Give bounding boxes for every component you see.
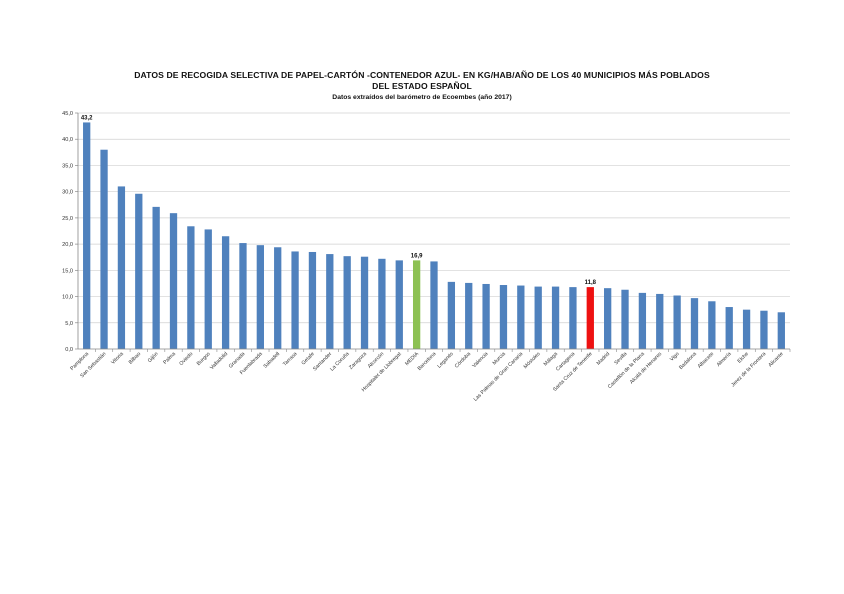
bar-media bbox=[412, 260, 421, 349]
x-tick-label: Valencia bbox=[471, 351, 489, 369]
bar-leganés bbox=[447, 281, 456, 349]
bar-jerez-de-la-frontera bbox=[760, 310, 768, 349]
bar-oviedo bbox=[187, 226, 195, 349]
y-tick-label: 30,0 bbox=[62, 190, 73, 196]
bar-tarrasa bbox=[291, 251, 299, 349]
x-tick-label: Leganés bbox=[436, 351, 455, 370]
bar-gijón bbox=[152, 206, 160, 349]
bar-getafe bbox=[308, 251, 317, 349]
bar-badalona bbox=[690, 298, 699, 349]
bar-san-sebastián bbox=[100, 149, 108, 349]
x-tick-label: Jerez de la Frontera bbox=[730, 351, 767, 388]
bar-murcia bbox=[499, 285, 508, 349]
bar-alicante bbox=[777, 312, 785, 349]
x-tick-label: Sabadell bbox=[263, 351, 282, 370]
x-tick-label: Getafe bbox=[301, 351, 316, 366]
x-tick-label: Zaragoza bbox=[348, 351, 368, 371]
bar-las-palmas-de-gran-canaria bbox=[517, 285, 525, 349]
x-tick-label: Málaga bbox=[543, 351, 559, 367]
bar-cartagena bbox=[569, 287, 577, 349]
x-tick-label: Sevilla bbox=[613, 351, 628, 366]
x-tick-label: Alcalá de Henares bbox=[629, 351, 664, 386]
bar-madrid bbox=[604, 288, 612, 349]
data-label: 16,9 bbox=[411, 253, 423, 259]
x-tick-label: Barcelona bbox=[417, 351, 438, 372]
x-tick-label: Burgos bbox=[196, 351, 212, 367]
y-tick-label: 45,0 bbox=[62, 111, 73, 117]
data-label: 11,8 bbox=[585, 280, 597, 286]
x-tick-label: Vigo bbox=[669, 351, 681, 363]
y-tick-label: 5,0 bbox=[65, 321, 73, 327]
x-tick-label: Madrid bbox=[596, 351, 612, 367]
bar-alcorcón bbox=[378, 258, 386, 349]
x-tick-label: MEDIA bbox=[404, 351, 420, 367]
bar-hospitalet-de-llobregat bbox=[395, 260, 403, 349]
y-tick-label: 10,0 bbox=[62, 295, 73, 301]
x-tick-label: Gijón bbox=[147, 351, 160, 364]
x-tick-label: Murcia bbox=[492, 351, 507, 366]
bar-pamplona bbox=[83, 122, 91, 349]
bar-sabadell bbox=[274, 247, 282, 349]
gridlines bbox=[78, 112, 790, 324]
x-tick-label: Vitoria bbox=[110, 351, 125, 366]
bar-santander bbox=[326, 254, 334, 349]
y-tick-label: 35,0 bbox=[62, 163, 73, 169]
y-tick-label: 40,0 bbox=[62, 137, 73, 143]
chart-title-line-1: DATOS DE RECOGIDA SELECTIVA DE PAPEL-CAR… bbox=[134, 70, 710, 80]
bar-barcelona bbox=[430, 261, 438, 349]
bar-vitoria bbox=[117, 186, 126, 349]
bar-almería bbox=[725, 307, 733, 349]
bar-castellón-de-la-plana bbox=[638, 292, 647, 349]
bar-valladolid bbox=[221, 236, 230, 349]
bar-vigo bbox=[673, 295, 681, 349]
bar-málaga bbox=[551, 286, 560, 349]
x-tick-label: Alicante bbox=[767, 351, 784, 368]
x-tick-label: Córdoba bbox=[454, 351, 472, 369]
axes bbox=[75, 112, 791, 352]
bar-fuenlabrada bbox=[256, 245, 264, 349]
x-tick-label: Tarrasa bbox=[282, 351, 299, 368]
x-tick-label: Albacete bbox=[697, 351, 716, 370]
bar-granada bbox=[239, 243, 247, 349]
chart-title-block: DATOS DE RECOGIDA SELECTIVA DE PAPEL-CAR… bbox=[0, 70, 844, 103]
bars bbox=[83, 122, 785, 349]
data-label: 43,2 bbox=[81, 115, 93, 121]
bar-valencia bbox=[482, 283, 490, 349]
x-tick-label: Elche bbox=[737, 351, 750, 364]
y-tick-label: 0,0 bbox=[65, 347, 73, 353]
x-tick-label: Oviedo bbox=[178, 351, 194, 367]
bar-la-coruña bbox=[343, 256, 351, 349]
bar-córdoba bbox=[465, 282, 473, 349]
bar-zaragoza bbox=[360, 256, 369, 349]
x-tick-label: Palma bbox=[162, 351, 177, 366]
chart-title-line-2: DEL ESTADO ESPAÑOL bbox=[372, 81, 472, 91]
x-tick-label: La Coruña bbox=[329, 351, 350, 372]
bar-bilbao bbox=[135, 193, 143, 349]
bar-palma bbox=[169, 213, 178, 349]
bar-móstoles bbox=[534, 286, 542, 349]
chart-subtitle: Datos extraídos del barómetro de Ecoembe… bbox=[332, 94, 512, 101]
bar-sevilla bbox=[621, 289, 629, 349]
x-tick-label: Móstoles bbox=[523, 351, 542, 370]
y-tick-label: 20,0 bbox=[62, 242, 73, 248]
bar-burgos bbox=[204, 229, 212, 349]
bar-albacete bbox=[708, 301, 716, 349]
bar-elche bbox=[742, 309, 751, 349]
y-tick-label: 15,0 bbox=[62, 268, 73, 274]
x-tick-label: Valladolid bbox=[209, 351, 229, 371]
x-tick-label: Badalona bbox=[678, 351, 698, 371]
bar-santa-cruz-de-tenerife bbox=[586, 287, 594, 349]
y-tick-label: 25,0 bbox=[62, 216, 73, 222]
x-tick-label: Bilbao bbox=[128, 351, 143, 366]
x-tick-label: Almería bbox=[716, 351, 733, 368]
bar-alcalá-de-henares bbox=[656, 293, 664, 349]
